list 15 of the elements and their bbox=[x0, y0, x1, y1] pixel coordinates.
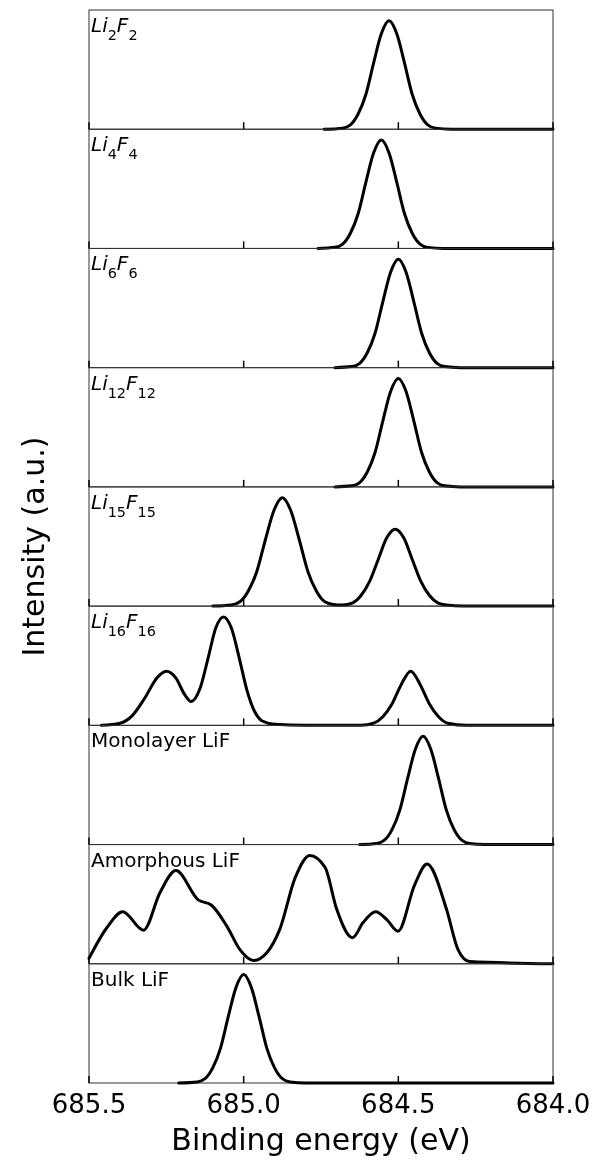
chart-title: Monolayer LiF bbox=[91, 728, 231, 753]
x-tick-label: 685.0 bbox=[206, 1089, 281, 1119]
chart-title: Li$_{2}$F$_{2}$ bbox=[91, 13, 138, 43]
x-tick-label: 684.5 bbox=[361, 1089, 436, 1119]
chart-title: Bulk LiF bbox=[91, 966, 170, 991]
x-tick-label: 685.5 bbox=[51, 1089, 127, 1119]
chart-title: Amorphous LiF bbox=[91, 847, 240, 872]
x-tick-label: 684.0 bbox=[515, 1089, 591, 1119]
chart-title: Li$_{4}$F$_{4}$ bbox=[91, 132, 138, 163]
chart-title: Li$_{15}$F$_{15}$ bbox=[91, 489, 156, 520]
y-axis-title: Intensity (a.u.) bbox=[16, 436, 51, 657]
x-axis-title: Binding energy (eV) bbox=[171, 1122, 471, 1157]
chart-title: Li$_{16}$F$_{16}$ bbox=[91, 609, 156, 640]
chart-title: Li$_{6}$F$_{6}$ bbox=[91, 251, 138, 282]
chart-title: Li$_{12}$F$_{12}$ bbox=[91, 370, 156, 401]
